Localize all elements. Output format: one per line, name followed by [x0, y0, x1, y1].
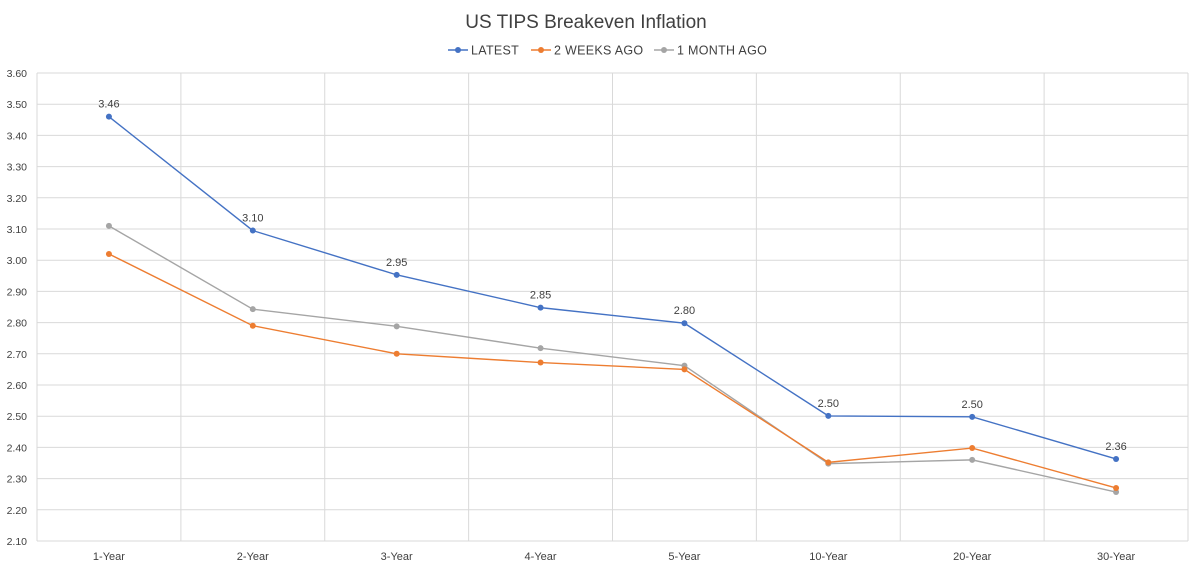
legend-label: LATEST: [471, 44, 519, 58]
data-point: [393, 323, 400, 330]
data-point: [969, 413, 976, 420]
data-point: [825, 459, 832, 466]
data-point: [1113, 455, 1120, 462]
data-label: 2.80: [674, 305, 695, 317]
y-tick-label: 3.40: [7, 130, 28, 142]
series-lines: [105, 113, 1120, 496]
data-point: [681, 366, 688, 373]
y-tick-label: 2.50: [7, 411, 28, 423]
x-tick-label: 10-Year: [809, 551, 847, 563]
y-tick-label: 3.10: [7, 224, 28, 236]
x-tick-label: 5-Year: [668, 551, 700, 563]
data-point: [393, 271, 400, 278]
series-line: [108, 116, 1117, 460]
data-point: [681, 320, 688, 327]
x-tick-label: 30-Year: [1097, 551, 1135, 563]
data-point: [537, 345, 544, 352]
data-point: [105, 222, 112, 229]
y-tick-label: 2.40: [7, 442, 28, 454]
data-point: [249, 306, 256, 313]
data-label: 2.95: [386, 257, 407, 269]
data-point: [393, 350, 400, 357]
data-point: [537, 359, 544, 366]
x-tick-label: 4-Year: [525, 551, 557, 563]
data-label: 2.85: [530, 290, 551, 302]
data-label: 2.50: [818, 398, 839, 410]
legend: LATEST 2 WEEKS AGO 1 MONTH AGO: [448, 44, 767, 58]
y-tick-label: 3.20: [7, 193, 28, 205]
y-tick-label: 3.50: [7, 99, 28, 111]
series-line: [108, 253, 1117, 489]
data-label: 2.36: [1105, 441, 1126, 453]
y-tick-label: 2.70: [7, 349, 28, 361]
data-point: [249, 322, 256, 329]
data-point: [825, 412, 832, 419]
y-tick-label: 3.00: [7, 255, 28, 267]
data-point: [537, 304, 544, 311]
x-axis-ticks: 1-Year 2-Year 3-Year 4-Year 5-Year 10-Year 20-…: [93, 551, 1136, 563]
y-tick-label: 2.10: [7, 536, 28, 548]
legend-marker: [661, 47, 667, 53]
data-point: [969, 456, 976, 463]
legend-label: 2 WEEKS AGO: [554, 44, 643, 58]
legend-label: 1 MONTH AGO: [677, 44, 767, 58]
x-tick-label: 1-Year: [93, 551, 125, 563]
data-label: 2.50: [961, 399, 982, 411]
chart-title: US TIPS Breakeven Inflation: [465, 12, 707, 33]
y-tick-label: 2.80: [7, 318, 28, 330]
y-tick-label: 2.90: [7, 286, 28, 298]
legend-marker: [538, 47, 544, 53]
gridlines: [36, 72, 1189, 542]
data-point: [1113, 484, 1120, 491]
data-point: [249, 227, 256, 234]
data-label: 3.46: [98, 99, 119, 111]
data-label: 3.10: [242, 213, 263, 225]
data-point: [105, 113, 112, 120]
y-tick-label: 2.20: [7, 505, 28, 517]
y-tick-label: 2.60: [7, 380, 28, 392]
x-tick-label: 2-Year: [237, 551, 269, 563]
data-labels: 3.46 3.10 2.95 2.85 2.80 2.50 2.50 2.36: [98, 99, 1127, 453]
data-point: [969, 445, 976, 452]
data-point: [105, 250, 112, 257]
y-tick-label: 3.60: [7, 68, 28, 80]
y-axis-ticks: 2.10 2.20 2.30 2.40 2.50 2.60 2.70 2.80 2.90 3.00…: [7, 68, 28, 548]
y-tick-label: 3.30: [7, 162, 28, 174]
legend-marker: [455, 47, 461, 53]
x-tick-label: 20-Year: [953, 551, 991, 563]
series-line: [108, 225, 1117, 493]
x-tick-label: 3-Year: [381, 551, 413, 563]
y-tick-label: 2.30: [7, 474, 28, 486]
